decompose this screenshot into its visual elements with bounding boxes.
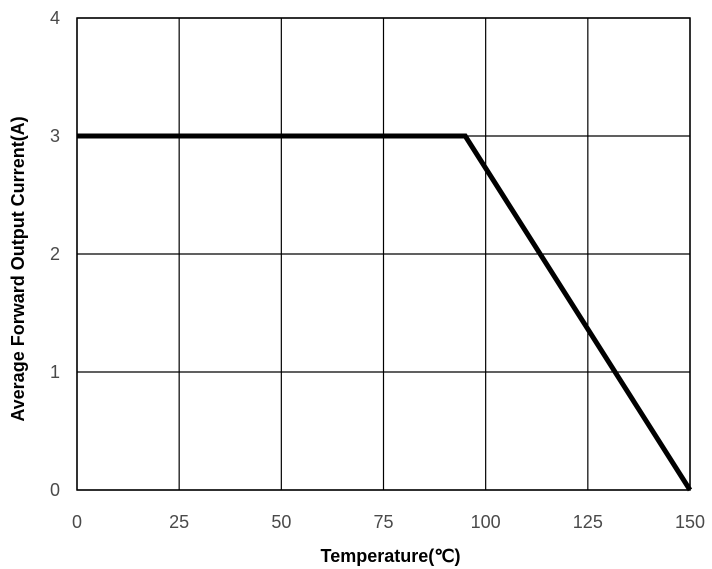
x-axis-title: Temperature(℃) [321,546,461,566]
x-tick-labels: 0 25 50 75 100 125 150 [72,512,705,532]
series-line [77,133,693,492]
y-tick-label: 2 [50,244,60,264]
y-tick-label: 3 [50,126,60,146]
x-tick-label: 25 [169,512,189,532]
x-tick-label: 75 [373,512,393,532]
y-axis-title: Average Forward Output Current(A) [8,116,28,421]
x-tick-label: 125 [573,512,603,532]
y-tick-label: 1 [50,362,60,382]
x-tick-label: 100 [471,512,501,532]
y-tick-label: 4 [50,8,60,28]
y-tick-labels: 0 1 2 3 4 [50,8,60,500]
x-tick-label: 50 [271,512,291,532]
y-tick-label: 0 [50,480,60,500]
x-tick-label: 150 [675,512,705,532]
x-tick-label: 0 [72,512,82,532]
plot-frame [76,17,691,491]
chart-grid [76,17,691,491]
chart-series [77,133,693,492]
